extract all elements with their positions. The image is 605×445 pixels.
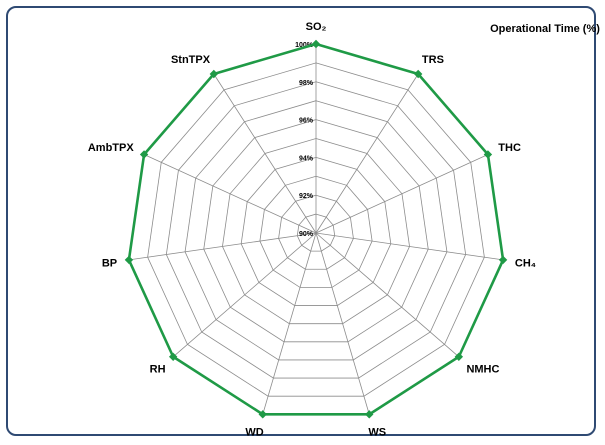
grid-spoke — [143, 154, 317, 234]
series-layer — [124, 39, 508, 419]
category-label: NMHC — [466, 364, 499, 376]
data-point — [209, 69, 219, 79]
tick-label: 96% — [299, 118, 314, 125]
grid-spoke — [262, 232, 317, 415]
data-point — [258, 410, 267, 419]
data-point — [311, 39, 321, 49]
grid-spoke — [315, 232, 504, 261]
grid-ring — [278, 194, 354, 270]
series-line — [127, 42, 505, 416]
grid-spoke — [172, 232, 317, 358]
grid-ring — [147, 62, 485, 397]
grid-spoke — [315, 154, 489, 234]
grid-ring — [203, 119, 429, 343]
data-point — [498, 255, 508, 265]
tick-label: 94% — [299, 155, 314, 162]
tick-label: 92% — [299, 193, 314, 200]
category-label: SO₂ — [306, 21, 327, 33]
category-label: WS — [368, 427, 386, 439]
category-label: AmbTPX — [88, 142, 135, 154]
data-point — [483, 150, 493, 159]
category-labels: SO₂ TRS THC CH₄ NMHC WS WD RH BP AmbTPX StnTPX — [88, 21, 536, 439]
category-label: CH₄ — [515, 257, 536, 269]
tick-label: 90% — [299, 231, 314, 238]
data-point — [168, 352, 178, 361]
legend-label: Operational Time (%) — [490, 23, 600, 35]
data-point — [124, 255, 134, 265]
grid-ring — [259, 175, 373, 288]
tick-label: 98% — [299, 80, 314, 87]
grid-ring — [165, 81, 467, 379]
tick-label: 100% — [295, 42, 314, 49]
grid-spoke — [213, 73, 317, 234]
category-label: BP — [102, 257, 117, 269]
category-label: THC — [498, 142, 521, 154]
category-label: TRS — [422, 54, 444, 66]
tick-labels: 90% 92% 94% 96% 98% 100% — [295, 42, 314, 238]
grid-ring — [240, 156, 392, 306]
grid-spoke — [315, 232, 460, 358]
data-point — [365, 410, 374, 419]
grid-ring — [296, 213, 336, 252]
data-point — [454, 352, 464, 361]
category-label: WD — [245, 427, 263, 439]
category-label: StnTPX — [171, 54, 211, 66]
grid-spoke — [315, 232, 370, 415]
category-label: RH — [150, 364, 166, 376]
grid-spoke — [128, 232, 317, 261]
grid-ring — [222, 138, 410, 325]
grid-ring — [184, 100, 448, 361]
grid-spoke — [315, 73, 419, 234]
data-point — [139, 150, 149, 159]
grid-layer — [128, 43, 504, 415]
data-point — [413, 69, 423, 79]
